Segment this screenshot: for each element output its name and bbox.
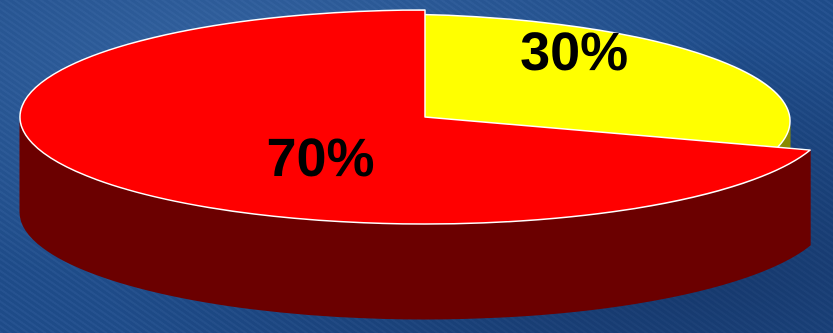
pie-label-30: 30% [520,22,628,82]
pie-slice-30 [384,13,791,155]
pie-label-70: 70% [266,128,374,188]
pie-label-group: 30% 70% [266,22,628,188]
pie-top-group [19,9,811,225]
pie-slice-70 [19,9,811,225]
